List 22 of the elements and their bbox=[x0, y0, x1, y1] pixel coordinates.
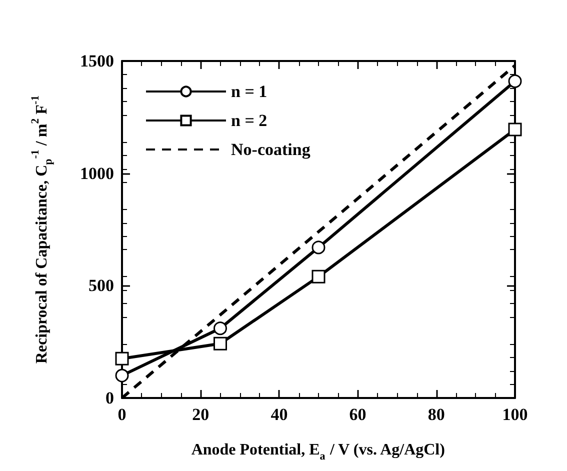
x-tick-label: 40 bbox=[270, 405, 288, 424]
y-tick-label: 1000 bbox=[80, 164, 114, 183]
point bbox=[508, 74, 522, 88]
y-axis-title: Reciprocal of Capacitance, Cp-1 / m2 F-1 bbox=[30, 95, 54, 364]
legend-label: n = 2 bbox=[231, 111, 268, 130]
x-tick-label: 20 bbox=[192, 405, 210, 424]
point bbox=[508, 122, 522, 136]
x-tick-label: 60 bbox=[349, 405, 366, 424]
x-tick-label: 0 bbox=[118, 405, 126, 424]
point bbox=[214, 322, 227, 336]
point bbox=[214, 336, 227, 350]
point bbox=[312, 240, 326, 254]
legend-label: n = 1 bbox=[231, 82, 268, 101]
point bbox=[115, 368, 129, 382]
y-tick-label: 0 bbox=[106, 388, 114, 408]
x-tick-label: 80 bbox=[428, 405, 445, 424]
point bbox=[312, 270, 326, 284]
y-tick-label: 500 bbox=[88, 276, 114, 296]
x-tick-label: 100 bbox=[502, 405, 528, 424]
y-tick-label: 1500 bbox=[80, 52, 114, 70]
point bbox=[115, 352, 129, 366]
legend-label: No-coating bbox=[231, 140, 311, 159]
